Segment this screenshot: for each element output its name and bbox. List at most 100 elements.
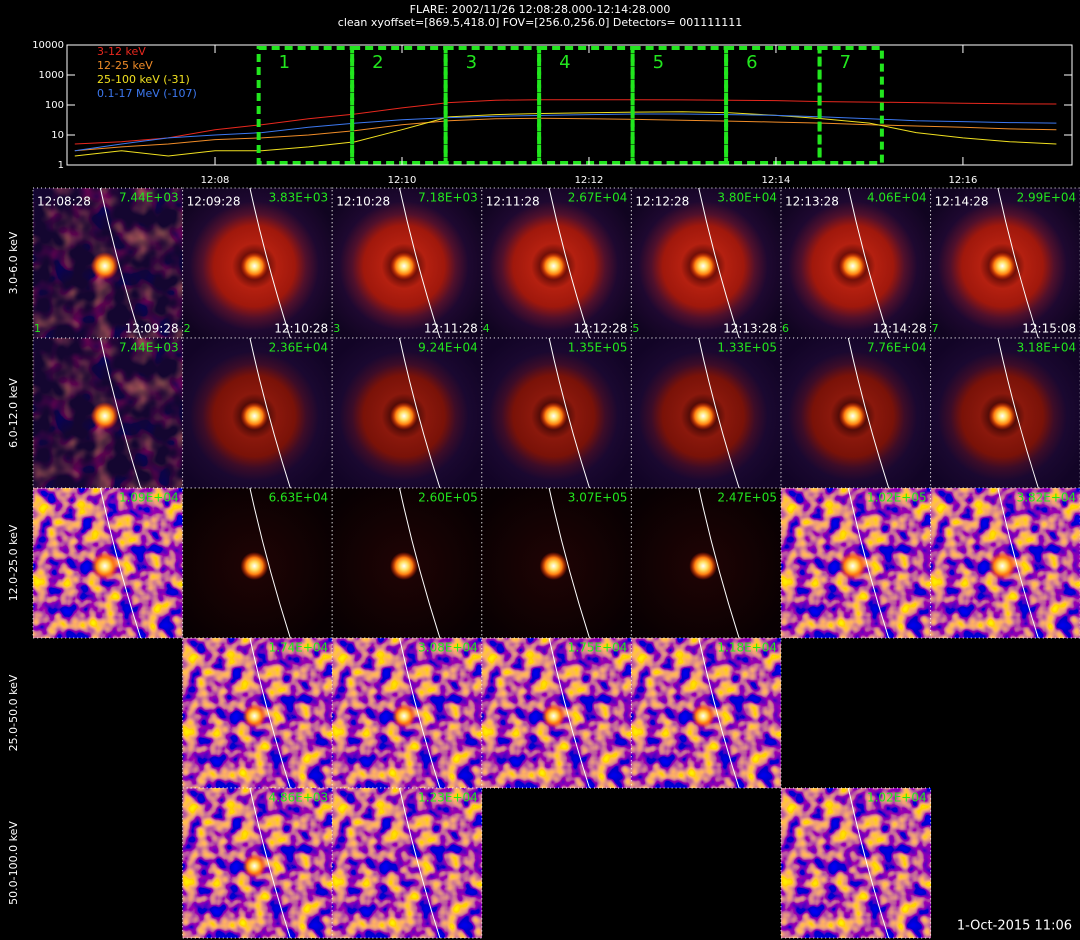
panel-frame xyxy=(930,337,1080,489)
row-label: 25.0-50.0 keV xyxy=(7,674,20,751)
peak-label: 2.47E+05 xyxy=(717,491,777,505)
y-tick-label: 10 xyxy=(51,130,64,141)
source-spot xyxy=(838,252,867,280)
peak-label: 9.24E+04 xyxy=(418,341,478,355)
solar-limb xyxy=(399,337,441,489)
panel-index: 2 xyxy=(184,322,191,335)
image-panel: 1.18E+04 xyxy=(630,637,782,789)
solar-limb xyxy=(249,637,291,789)
image-panel: 2.47E+05 xyxy=(630,487,782,639)
interval-box xyxy=(350,46,448,165)
peak-label: 3.08E+04 xyxy=(418,641,478,655)
series-line xyxy=(74,117,1057,152)
peak-label: 2.60E+05 xyxy=(418,491,478,505)
source-spot xyxy=(242,854,267,878)
solar-limb xyxy=(548,337,590,489)
interval-box xyxy=(537,46,635,165)
interval-box xyxy=(817,46,884,165)
source-spot xyxy=(838,552,867,580)
peak-label: 7.44E+03 xyxy=(119,191,179,205)
solar-limb xyxy=(698,487,740,639)
start-time: 12:12:28 xyxy=(635,195,689,209)
series-line xyxy=(74,111,1057,157)
interval-box xyxy=(724,46,822,165)
header-title: FLARE: 2002/11/26 12:08:28.000-12:14:28.… xyxy=(410,3,671,16)
peak-label: 1.75E+04 xyxy=(568,641,628,655)
peak-label: 7.44E+03 xyxy=(119,341,179,355)
peak-label: 7.76E+04 xyxy=(867,341,927,355)
source-spot xyxy=(689,552,718,580)
peak-label: 3.83E+03 xyxy=(269,191,329,205)
footer: 1-Oct-2015 11:06 xyxy=(957,919,1072,934)
source-spot xyxy=(838,402,867,430)
peak-label: 2.67E+04 xyxy=(568,191,628,205)
source-spot xyxy=(390,552,419,580)
image-panel: 7.44E+03 12:08:28 12:09:28 1 xyxy=(32,187,184,339)
solar-limb xyxy=(847,337,890,489)
end-time: 12:12:28 xyxy=(573,322,627,336)
source-spot xyxy=(539,252,568,280)
solar-limb xyxy=(399,637,441,789)
interval-box xyxy=(256,46,355,165)
source-spot xyxy=(242,704,267,728)
legend-entry: 25-100 keV (-31) xyxy=(97,73,190,86)
end-time: 12:09:28 xyxy=(125,322,179,336)
peak-label: 4.86E+03 xyxy=(269,791,329,805)
image-panel: 3.07E+05 xyxy=(481,487,632,639)
solar-limb xyxy=(99,487,142,639)
source-spot xyxy=(689,402,718,430)
x-tick-label: 12:10 xyxy=(388,175,417,186)
interval-label: 3 xyxy=(466,52,477,73)
end-time: 12:10:28 xyxy=(274,322,328,336)
image-panel: 2.60E+05 xyxy=(331,487,483,639)
y-tick-label: 100 xyxy=(45,100,64,111)
source-spot xyxy=(90,552,119,580)
peak-label: 7.18E+03 xyxy=(418,191,478,205)
x-tick-label: 12:14 xyxy=(762,175,791,186)
interval-label: 2 xyxy=(372,52,383,73)
interval-box xyxy=(630,46,729,165)
legend-entry: 3-12 keV xyxy=(97,45,146,58)
peak-label: 1.02E+05 xyxy=(867,491,927,505)
image-panel: 1.75E+04 xyxy=(481,637,632,789)
interval-label: 6 xyxy=(746,52,757,73)
peak-label: 1.18E+04 xyxy=(717,641,777,655)
image-panel: 7.44E+03 xyxy=(32,337,184,489)
image-panel: 3.82E+04 xyxy=(930,487,1080,639)
y-tick-label: 1000 xyxy=(39,70,64,81)
panel-frame xyxy=(630,637,782,789)
series-line xyxy=(74,99,1057,145)
interval-label: 5 xyxy=(653,52,664,73)
image-panel: 2.36E+04 xyxy=(182,337,333,489)
source-spot xyxy=(240,402,269,430)
image-panel: 4.86E+03 xyxy=(182,787,333,939)
solar-limb xyxy=(698,187,740,339)
peak-label: 2.99E+04 xyxy=(1017,191,1077,205)
source-spot xyxy=(988,552,1017,580)
image-noise xyxy=(781,788,931,938)
end-time: 12:15:08 xyxy=(1022,322,1076,336)
source-spot xyxy=(390,252,419,280)
solar-limb xyxy=(249,487,291,639)
image-panel: 7.76E+04 xyxy=(780,337,932,489)
image-panel: 3.83E+03 12:09:28 12:10:28 2 xyxy=(182,187,333,339)
peak-label: 3.80E+04 xyxy=(717,191,777,205)
interval-label: 7 xyxy=(840,52,851,73)
image-noise xyxy=(332,788,482,938)
panel-frame xyxy=(331,787,483,939)
solar-limb xyxy=(698,337,740,489)
image-panel: 1.02E+05 xyxy=(780,487,932,639)
panel-index: 7 xyxy=(932,322,939,335)
peak-label: 3.18E+04 xyxy=(1017,341,1077,355)
solar-limb xyxy=(548,637,590,789)
x-tick-label: 12:08 xyxy=(201,175,230,186)
solar-limb xyxy=(847,187,890,339)
solar-limb xyxy=(548,487,590,639)
panel-frame xyxy=(780,787,932,939)
solar-limb xyxy=(249,337,291,489)
solar-limb xyxy=(847,487,890,639)
image-panel: 3.18E+04 xyxy=(930,337,1080,489)
panel-index: 6 xyxy=(782,322,789,335)
start-time: 12:13:28 xyxy=(785,195,839,209)
legend-entry: 12-25 keV xyxy=(97,59,153,72)
